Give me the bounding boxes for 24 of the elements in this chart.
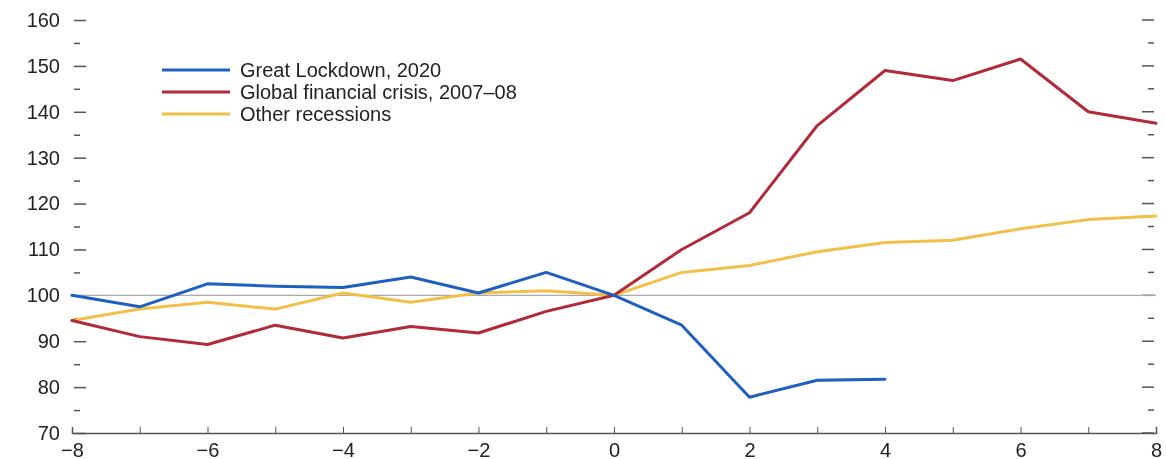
x-tick-label: 8	[1150, 439, 1163, 459]
y-tick-label: 80	[37, 376, 60, 399]
y-tick-label: 90	[37, 330, 60, 353]
legend-label: Great Lockdown, 2020	[240, 59, 442, 81]
x-tick-label: −6	[196, 439, 220, 459]
y-tick-label: 110	[28, 238, 60, 261]
y-tick-label: 130	[26, 146, 60, 169]
x-tick-label: −2	[467, 439, 491, 459]
x-tick-label: 0	[608, 439, 621, 459]
y-tick-label: 120	[26, 192, 60, 215]
x-tick-label: 4	[879, 439, 892, 459]
legend-label: Global financial crisis, 2007–08	[240, 81, 517, 103]
x-tick-label: 6	[1015, 439, 1027, 459]
y-tick-label: 140	[26, 100, 60, 123]
y-tick-label: 150	[26, 54, 60, 77]
x-tick-label: −4	[332, 439, 355, 459]
y-tick-label: 160	[26, 8, 60, 31]
legend-label: Other recessions	[240, 103, 392, 125]
x-tick-label: 2	[744, 439, 756, 459]
line-series	[70, 270, 887, 399]
x-tick-label: −8	[61, 439, 84, 459]
y-tick-label: 70	[37, 421, 60, 444]
line-series	[70, 57, 1158, 346]
y-tick-label: 100	[26, 284, 60, 307]
